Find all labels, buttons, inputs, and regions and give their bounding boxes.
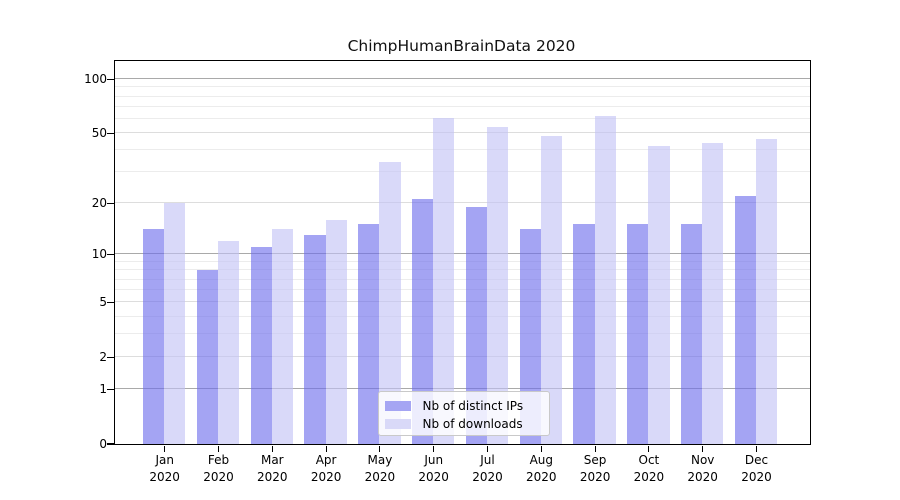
x-tick-mark-jun: [433, 445, 435, 452]
gridline-major-50: [114, 132, 810, 134]
x-tick-label-jul: Jul 2020: [472, 453, 503, 484]
bar-nb-of-downloads-jul: [487, 126, 509, 444]
bar-nb-of-downloads-oct: [648, 146, 670, 444]
gridline-minor-4: [114, 315, 810, 317]
y-tick-mark-5: [106, 301, 114, 303]
plot-area: Nb of distinct IPs Nb of downloads: [113, 59, 811, 445]
x-tick-label-jan: Jan 2020: [149, 453, 180, 484]
x-tick-mark-dec: [755, 445, 758, 452]
gridline-major-10: [114, 253, 810, 255]
x-tick-label-apr: Apr 2020: [310, 453, 342, 484]
gridline-major-20: [114, 202, 810, 204]
gridline-minor-40: [114, 149, 810, 151]
y-tick-label-2: 2: [99, 350, 107, 365]
x-tick-label-aug: Aug 2020: [526, 453, 557, 484]
bar-nb-of-downloads-mar: [271, 229, 294, 444]
x-tick-mark-oct: [648, 445, 650, 452]
gridline-major-2: [114, 356, 810, 358]
x-tick-mark-mar: [271, 445, 273, 452]
x-tick-mark-nov: [702, 445, 704, 452]
gridline-major-1: [114, 388, 810, 390]
bar-nb-of-downloads-jun: [433, 118, 455, 444]
x-tick-label-feb: Feb 2020: [203, 453, 234, 484]
y-tick-label-50: 50: [91, 126, 107, 141]
bar-nb-of-distinct-ips-aug: [519, 229, 541, 444]
bar-nb-of-distinct-ips-jun: [411, 199, 434, 444]
y-tick-label-100: 100: [84, 72, 107, 87]
x-tick-mark-sep: [594, 445, 596, 452]
gridline-minor-30: [114, 171, 810, 173]
legend-row-distinct-ips: Nb of distinct IPs: [384, 397, 549, 415]
bar-nb-of-downloads-dec: [756, 139, 778, 444]
bar-nb-of-downloads-feb: [218, 240, 240, 444]
bar-nb-of-distinct-ips-oct: [627, 224, 649, 444]
gridline-minor-90: [114, 86, 810, 88]
y-tick-label-10: 10: [91, 247, 107, 262]
x-tick-mark-apr: [325, 445, 327, 452]
bar-nb-of-distinct-ips-jul: [465, 206, 487, 444]
y-tick-label-0: 0: [99, 437, 107, 451]
y-tick-label-20: 20: [91, 196, 107, 211]
gridline-minor-60: [114, 117, 810, 119]
legend-swatch-distinct-ips: [384, 400, 411, 411]
y-tick-mark-100: [106, 78, 114, 80]
x-tick-label-dec: Dec 2020: [741, 453, 772, 484]
legend: Nb of distinct IPs Nb of downloads: [377, 390, 550, 436]
gridline-minor-9: [114, 260, 810, 262]
bar-nb-of-distinct-ips-may: [358, 224, 380, 444]
bar-nb-of-downloads-nov: [702, 142, 724, 444]
bar-nb-of-distinct-ips-apr: [304, 234, 326, 444]
x-tick-label-sep: Sep 2020: [579, 453, 611, 484]
gridline-minor-80: [114, 95, 810, 97]
legend-swatch-downloads: [384, 418, 411, 429]
x-tick-label-nov: Nov 2020: [687, 453, 718, 484]
gridline-minor-6: [114, 289, 810, 291]
gridline-major-100: [114, 78, 810, 80]
y-tick-mark-50: [106, 132, 114, 134]
x-tick-mark-may: [379, 445, 381, 452]
x-tick-mark-feb: [217, 445, 220, 452]
gridline-minor-7: [114, 278, 810, 280]
legend-label-distinct-ips: Nb of distinct IPs: [422, 398, 524, 413]
y-tick-label-5: 5: [99, 295, 107, 310]
legend-label-downloads: Nb of downloads: [422, 416, 523, 431]
y-tick-label-1: 1: [99, 382, 107, 397]
y-tick-mark-1: [106, 388, 114, 390]
bar-nb-of-distinct-ips-feb: [196, 269, 218, 444]
x-tick-mark-jul: [486, 445, 489, 452]
x-tick-label-may: May 2020: [364, 453, 396, 484]
y-tick-mark-0: [106, 443, 114, 445]
gridline-minor-3: [114, 333, 810, 335]
bar-nb-of-distinct-ips-sep: [573, 224, 595, 444]
bar-nb-of-downloads-sep: [594, 115, 616, 444]
bar-nb-of-downloads-may: [379, 162, 401, 444]
x-tick-label-mar: Mar 2020: [257, 453, 288, 484]
gridline-minor-8: [114, 269, 810, 271]
x-tick-mark-jan: [164, 445, 166, 452]
legend-row-downloads: Nb of downloads: [384, 415, 549, 433]
x-tick-label-oct: Oct 2020: [633, 453, 665, 484]
bar-nb-of-downloads-aug: [540, 135, 563, 444]
bar-nb-of-distinct-ips-nov: [680, 224, 703, 444]
y-tick-mark-10: [106, 253, 114, 255]
bar-nb-of-distinct-ips-dec: [734, 195, 756, 444]
bar-nb-of-downloads-jan: [164, 202, 186, 444]
gridline-minor-70: [114, 105, 810, 107]
bar-nb-of-downloads-apr: [325, 219, 347, 444]
gridline-major-5: [114, 301, 810, 303]
x-tick-label-jun: Jun 2020: [418, 453, 449, 484]
x-tick-mark-aug: [540, 445, 542, 452]
chart-title: ChimpHumanBrainData 2020: [347, 37, 576, 55]
y-tick-mark-20: [106, 202, 114, 204]
bar-nb-of-distinct-ips-mar: [250, 247, 272, 444]
bar-nb-of-distinct-ips-jan: [142, 229, 165, 444]
y-tick-mark-2: [106, 356, 114, 358]
